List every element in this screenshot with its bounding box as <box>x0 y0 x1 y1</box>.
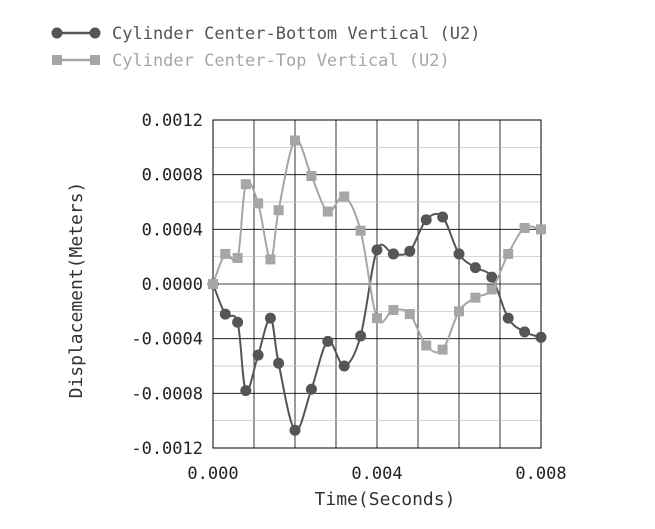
data-point <box>388 304 399 315</box>
data-point <box>232 316 244 328</box>
y-tick-label: 0.0004 <box>142 220 203 240</box>
x-axis-label: Time(Seconds) <box>315 489 456 510</box>
data-point <box>437 211 449 223</box>
data-point <box>289 424 301 436</box>
data-point <box>355 330 367 342</box>
data-point <box>519 326 531 338</box>
x-tick-label: 0.000 <box>187 464 238 484</box>
data-point <box>338 360 350 372</box>
data-point <box>470 292 481 303</box>
data-point <box>502 312 514 324</box>
grid <box>213 120 541 448</box>
data-point <box>536 224 546 235</box>
data-point <box>486 271 498 283</box>
data-point <box>469 262 481 274</box>
legend: Cylinder Center-Bottom Vertical (U2) Cyli… <box>51 24 480 71</box>
data-point <box>265 254 276 265</box>
data-point <box>240 179 251 190</box>
y-tick-label: 0.0000 <box>142 275 203 295</box>
x-axis-ticks: 0.000 0.004 0.008 <box>187 464 566 484</box>
legend-marker <box>89 27 101 39</box>
y-tick-label: -0.0008 <box>131 384 203 404</box>
data-point <box>290 135 300 146</box>
y-tick-label: -0.0004 <box>131 330 203 350</box>
data-point <box>273 357 285 369</box>
data-point <box>371 244 383 256</box>
data-point <box>232 253 243 264</box>
legend-marker <box>52 55 62 65</box>
data-point <box>240 385 252 397</box>
data-point <box>253 198 264 209</box>
data-point <box>453 248 465 260</box>
y-tick-label: 0.0008 <box>142 166 203 186</box>
data-point <box>220 248 231 259</box>
legend-label: Cylinder Center-Bottom Vertical (U2) <box>112 24 480 44</box>
data-point <box>372 313 382 324</box>
y-axis-label: Displacement(Meters) <box>66 182 87 399</box>
data-point <box>519 222 530 233</box>
data-point <box>420 214 432 226</box>
data-point <box>306 171 317 182</box>
data-point <box>339 191 350 202</box>
data-point <box>404 245 416 257</box>
series-2 <box>208 135 546 355</box>
legend-item: Cylinder Center-Bottom Vertical (U2) <box>51 24 480 44</box>
data-point <box>486 284 497 295</box>
data-point <box>535 331 547 343</box>
legend-marker <box>51 27 63 39</box>
x-tick-label: 0.008 <box>515 464 566 484</box>
data-point <box>454 306 464 317</box>
data-point <box>421 340 432 351</box>
y-tick-label: 0.0012 <box>142 111 203 131</box>
data-point <box>252 349 264 361</box>
data-point <box>437 344 448 355</box>
data-point <box>404 309 415 320</box>
data-point <box>322 335 334 347</box>
legend-label: Cylinder Center-Top Vertical (U2) <box>112 51 450 71</box>
data-point <box>387 248 399 260</box>
x-tick-label: 0.004 <box>351 464 402 484</box>
y-tick-label: -0.0012 <box>131 439 203 459</box>
legend-marker <box>90 55 100 65</box>
series-layer <box>207 135 547 436</box>
legend-item: Cylinder Center-Top Vertical (U2) <box>52 51 450 71</box>
data-point <box>305 383 317 395</box>
data-point <box>273 205 284 216</box>
data-point <box>219 308 231 320</box>
data-point <box>503 248 514 259</box>
y-axis-ticks: 0.0012 0.0008 0.0004 0.0000 -0.0004 -0.0008 -0… <box>131 111 203 459</box>
data-point <box>264 312 276 324</box>
data-point <box>322 206 333 217</box>
data-point <box>208 279 218 289</box>
data-point <box>355 225 366 236</box>
